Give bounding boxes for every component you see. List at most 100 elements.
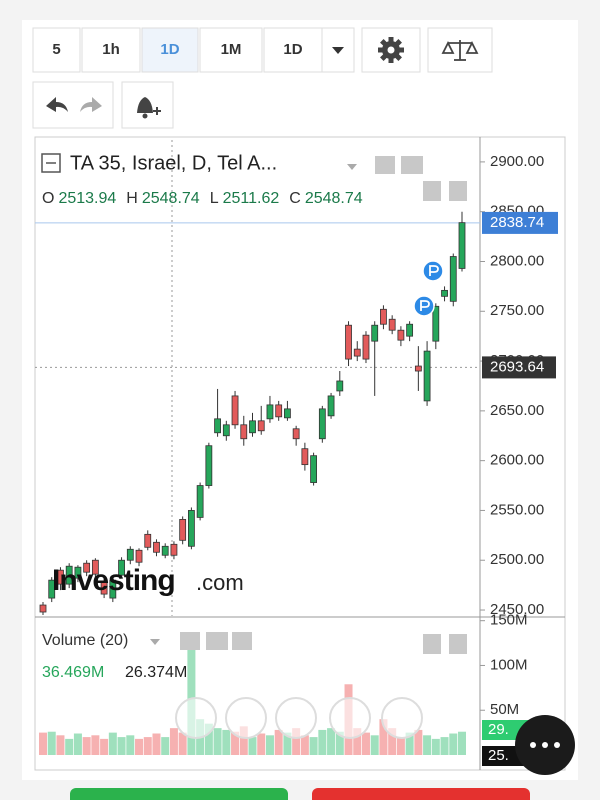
alert-icon (137, 97, 161, 119)
candle-body (214, 418, 221, 434)
marker-icon (420, 300, 430, 311)
ohlc-value: 2513.94 (58, 190, 116, 207)
title-dropdown[interactable] (347, 164, 357, 170)
interval-button[interactable] (263, 27, 323, 73)
interval-label: 5 (52, 41, 60, 58)
ohlc-value: 2548.74 (305, 190, 363, 207)
y-tick-label: 2900.00 (490, 153, 544, 170)
volume-bar (169, 728, 178, 755)
candle-body (301, 448, 309, 466)
sell-button[interactable] (312, 788, 530, 800)
candle-body (310, 455, 318, 483)
interval-button[interactable] (81, 27, 141, 73)
volume-bar (265, 735, 274, 755)
volume-bar (161, 737, 170, 755)
interval-label: 1h (102, 41, 120, 58)
volume-bar (370, 735, 379, 755)
volume-bar (100, 738, 109, 755)
position-marker[interactable] (422, 260, 444, 282)
zoom-controls (175, 697, 423, 739)
candle-body (353, 348, 361, 357)
redo-button[interactable] (80, 97, 102, 112)
watermark-brand: Investing (52, 564, 175, 597)
scroll-right[interactable] (381, 697, 423, 739)
volume-bar (396, 737, 405, 755)
chart-frame (34, 136, 566, 771)
interval-button[interactable] (141, 27, 199, 73)
volume-bar (73, 733, 82, 755)
marker-icon (429, 265, 439, 276)
y-tick-label: 2550.00 (490, 501, 544, 518)
candle-body (441, 289, 448, 297)
candle-body (371, 324, 379, 342)
volume-ma-value: 26.374M (125, 664, 187, 681)
position-marker[interactable] (413, 295, 435, 317)
candle-body (144, 533, 152, 548)
volume-bar (126, 735, 135, 755)
volume-bar (423, 735, 432, 755)
volume-bar (335, 731, 344, 755)
volume-bar (379, 719, 388, 755)
candle-body (380, 308, 387, 325)
volume-bar (309, 737, 318, 755)
last-price-label: 2838.74 (490, 214, 544, 231)
volume-bar (327, 728, 336, 755)
candle-body (100, 581, 108, 595)
candle-body (187, 510, 195, 547)
scroll-left[interactable] (175, 697, 217, 739)
volume-bar (143, 737, 152, 755)
ohlc-legend: O 2513.94 H 2548.74 L 2511.62 C 2548.74 (42, 190, 363, 207)
interval-button[interactable] (199, 27, 263, 73)
candle-body (275, 404, 283, 418)
watermark-suffix: .com (196, 570, 244, 595)
candle-body (432, 305, 440, 342)
volume-value: 36.469M (42, 664, 104, 681)
volume-dropdown[interactable] (150, 639, 160, 645)
candle-body (109, 579, 117, 599)
volume-bar (257, 733, 266, 755)
volume-bar (65, 738, 74, 755)
zoom-out[interactable] (225, 697, 267, 739)
volume-tick-label: 150M (490, 612, 528, 629)
volume-bar (449, 733, 458, 755)
volume-ma-label: 25. (488, 747, 509, 764)
candle-body (153, 541, 160, 553)
candle-body (222, 424, 230, 437)
candle-body (292, 428, 300, 440)
volume-bar (117, 737, 126, 755)
dropdown-arrow (332, 47, 344, 54)
candle-body (362, 334, 370, 360)
last-price-box (482, 211, 558, 234)
volume-bar (283, 732, 292, 755)
ohlc-label: O (42, 190, 54, 207)
y-tick-label: 2600.00 (490, 452, 544, 469)
candle-body (449, 256, 457, 302)
volume-tick-label: 100M (490, 656, 528, 673)
volume-bar (300, 735, 309, 755)
interval-button[interactable] (32, 27, 81, 73)
candle-body (257, 420, 265, 432)
candle-body (318, 408, 326, 440)
undo-button[interactable] (46, 97, 68, 112)
candle-body (406, 323, 414, 337)
candle-body (126, 548, 134, 561)
volume-bar (248, 737, 257, 755)
zoom-in[interactable] (329, 697, 371, 739)
y-tick-label: 2800.00 (490, 252, 544, 269)
reset[interactable] (275, 697, 317, 739)
volume-bar (135, 738, 144, 755)
candle-body (458, 222, 466, 269)
candle-body (83, 562, 91, 573)
volume-bar (440, 737, 449, 755)
candle-body (39, 604, 47, 613)
crosshair-price-label: 2693.64 (490, 358, 544, 375)
candle-body (48, 579, 56, 599)
ohlc-label: C (289, 190, 301, 207)
buy-button[interactable] (70, 788, 288, 800)
volume-bar (458, 731, 466, 755)
symbol-title: TA 35, Israel, D, Tel A... (70, 152, 277, 174)
candle-body (57, 569, 64, 585)
candle-body (336, 380, 344, 392)
volume-bar (39, 732, 47, 755)
